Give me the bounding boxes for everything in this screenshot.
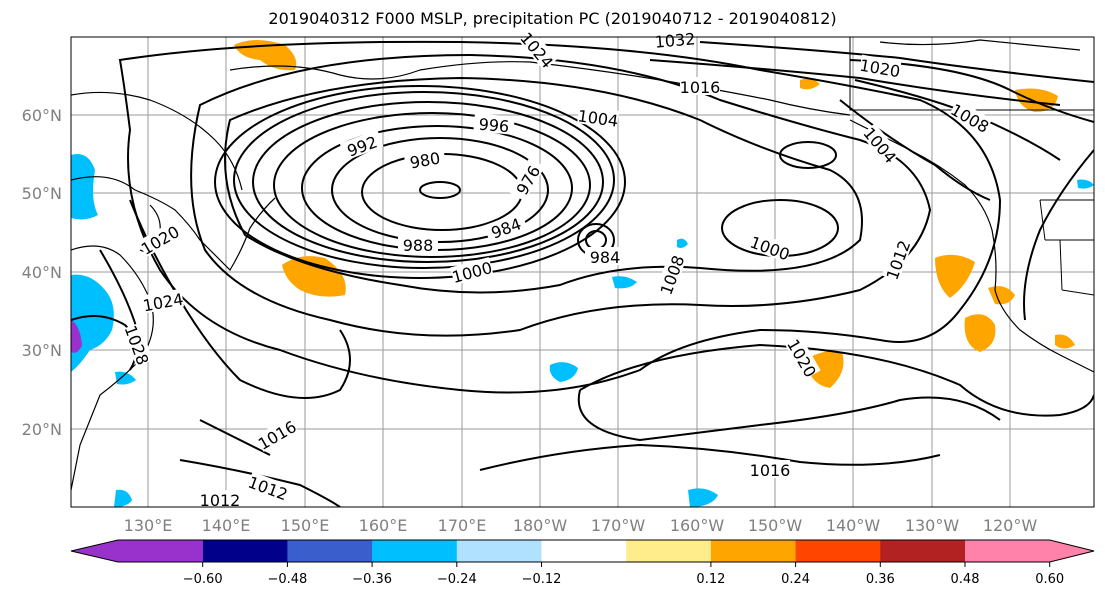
borders [849,37,1094,296]
precip-shading [71,40,1094,507]
isobar-label: 1016 [750,461,791,480]
isobar-label: 1032 [654,29,696,51]
isobar-label-bg [655,252,687,297]
colorbar-segment [541,540,627,562]
isobar-label-bg [750,460,790,478]
colorbar-segment [71,540,203,562]
lon-label: 120°W [983,516,1038,535]
colorbar-tick-label: 0.48 [951,572,980,587]
colorbar-segment [795,540,881,562]
lat-label: 30°N [22,341,62,360]
lon-label: 170°W [591,516,646,535]
colorbar-tick-label: 0.12 [696,572,725,587]
lon-label: 160°E [359,516,408,535]
lon-label: 140°E [202,516,251,535]
colorbar-segment [710,540,797,562]
isobar-label-bg [585,247,625,265]
colorbar-segment [202,540,288,562]
isobar-label-bg [483,211,528,243]
isobar-label-bg [141,288,185,314]
colorbar-tick-label: −0.24 [437,572,477,587]
isobar-label-bg [577,105,620,129]
lon-label: 150°W [748,516,803,535]
isobar-label-bg [518,28,558,71]
isobar-label-bg [246,471,291,503]
colorbar-tick-label: −0.60 [183,572,223,587]
colorbar-segment [965,540,1094,562]
colorbar-tick-label: −0.12 [522,572,562,587]
lon-label: 140°W [826,516,881,535]
lat-label: 50°N [22,184,62,203]
colorbar-outline [70,539,1095,563]
lon-label: 170°E [438,516,487,535]
colorbar-tick-label: 0.24 [781,572,810,587]
colorbar-segment [456,540,542,562]
lon-label: 150°E [281,516,330,535]
lon-label: 180°W [513,516,568,535]
isobar-label-bg [450,257,494,285]
isobar-label: 988 [403,236,434,255]
colorbar-tick-label: −0.48 [267,572,307,587]
lon-label: 130°W [905,516,960,535]
colorbar-segment [880,540,966,562]
isobar-label-bg [509,157,545,202]
longitude-labels: 130°E 140°E 150°E 160°E 170°E 180°W 170°W 160°W… [124,516,1038,535]
isobar-label-bg [137,221,182,257]
isobar-label-bg [785,335,821,380]
lat-label: 20°N [22,420,62,439]
colorbar-segment [287,540,373,562]
latitude-labels: 60°N 50°N 40°N 30°N 20°N [22,106,62,439]
isobar-label-bg [680,77,720,95]
lon-label: 130°E [124,516,173,535]
colorbar: −0.60 −0.48 −0.36 −0.24 −0.12 0.12 0.24 0.36 0.4… [70,539,1095,587]
isobar-label-bg [339,129,384,161]
map-title: 2019040312 F000 MSLP, precipitation PC (… [268,9,837,28]
isobar-label-bg [403,146,447,172]
isobar-label: 1012 [200,491,241,510]
isobar-label-bg [254,416,299,452]
lat-label: 60°N [22,106,62,125]
lon-label: 160°W [670,516,725,535]
isobar-label-bg [881,237,913,282]
colorbar-tick-label: 0.36 [866,572,895,587]
isobar-label: 1016 [680,78,721,97]
isobar-label: 996 [478,115,510,137]
isobar-label-bg [861,123,901,166]
lat-label: 40°N [22,263,62,282]
colorbar-segment [626,540,712,562]
gridlines [71,37,1094,507]
isobar-label-bg [473,113,515,135]
colorbar-tick-label: −0.36 [352,572,392,587]
isobar-label-bg [858,54,902,80]
isobar-label-bg [748,231,793,263]
colorbar-tick-label: 0.60 [1035,572,1064,587]
colorbar-segment [372,540,458,562]
isobar-label-bg [654,28,696,50]
isobar-label-bg [122,322,154,367]
isobar-label: 984 [590,248,621,267]
isobar-label-bg [948,99,993,135]
isobar-label-bg [200,490,240,508]
isobar-label-bg [398,235,438,253]
